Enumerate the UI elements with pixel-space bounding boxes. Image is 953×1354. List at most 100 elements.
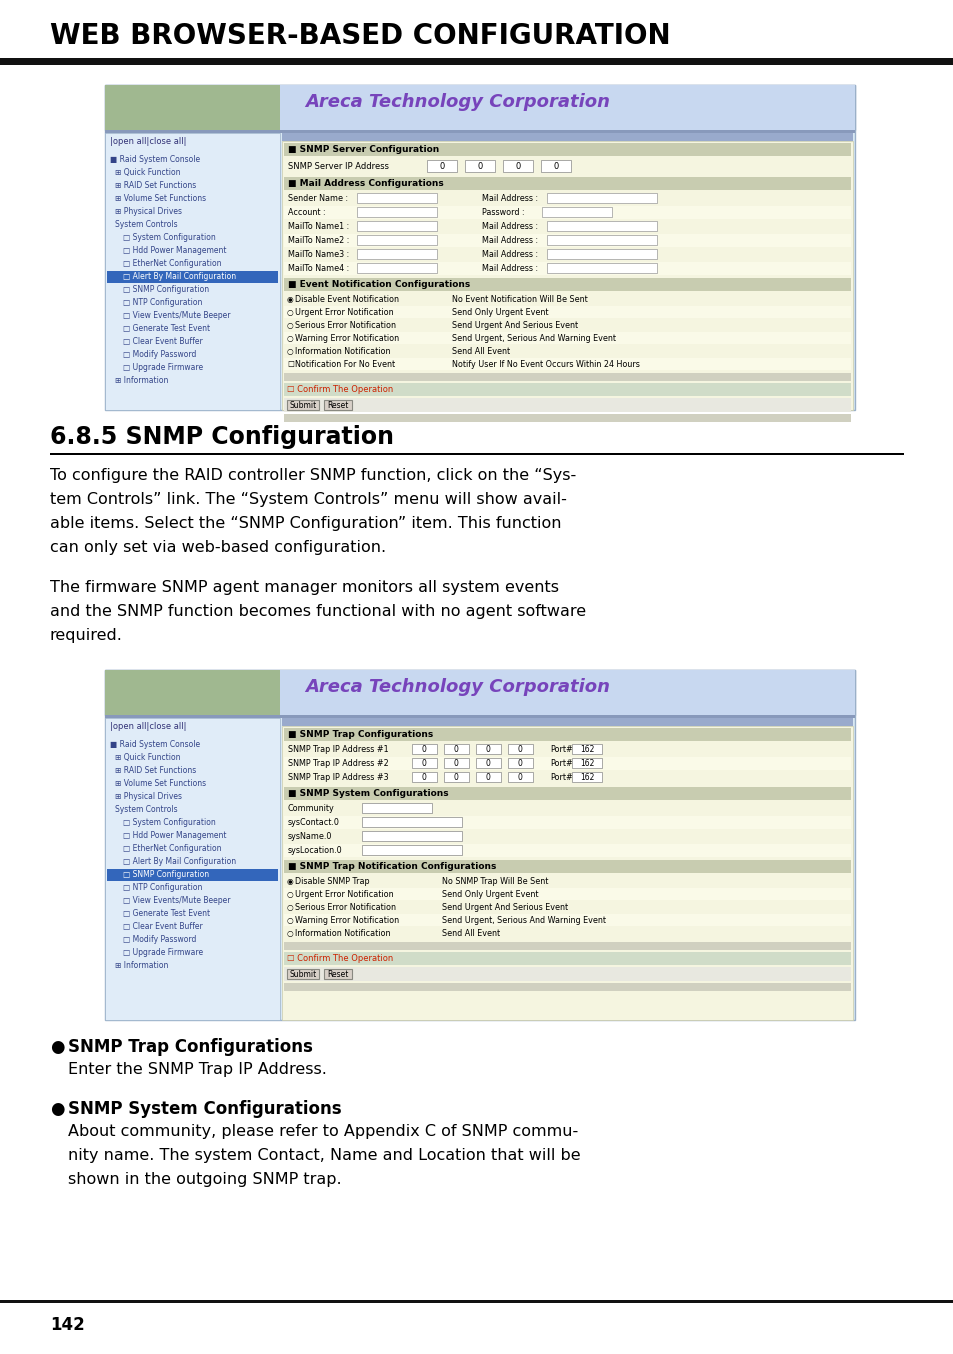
Text: SNMP System Configurations: SNMP System Configurations xyxy=(68,1099,341,1118)
Bar xyxy=(507,772,533,783)
Text: Send Only Urgent Event: Send Only Urgent Event xyxy=(441,890,537,899)
Bar xyxy=(412,772,436,783)
Bar xyxy=(284,234,850,246)
Text: 0: 0 xyxy=(421,760,426,768)
Bar xyxy=(572,772,601,783)
Text: □ Hdd Power Management: □ Hdd Power Management xyxy=(123,831,226,839)
Text: □ Alert By Mail Configuration: □ Alert By Mail Configuration xyxy=(123,272,236,282)
Text: Warning Error Notification: Warning Error Notification xyxy=(294,334,398,343)
Bar xyxy=(284,292,850,305)
Bar xyxy=(284,844,850,857)
Text: MailTo Name1 :: MailTo Name1 : xyxy=(288,222,349,232)
Bar xyxy=(284,144,850,156)
Bar xyxy=(105,133,280,410)
Text: 0: 0 xyxy=(453,745,458,754)
Bar xyxy=(412,743,436,754)
Text: ○: ○ xyxy=(287,890,294,899)
Text: 0: 0 xyxy=(421,773,426,783)
Text: MailTo Name2 :: MailTo Name2 : xyxy=(288,236,349,245)
Bar xyxy=(284,830,850,844)
Text: □ Upgrade Firmware: □ Upgrade Firmware xyxy=(123,363,203,372)
Bar xyxy=(284,192,850,204)
Bar xyxy=(284,177,850,190)
Bar xyxy=(0,1300,953,1303)
Text: Send Urgent And Serious Event: Send Urgent And Serious Event xyxy=(441,903,568,913)
Text: Account :: Account : xyxy=(288,209,325,217)
Text: sysContact.0: sysContact.0 xyxy=(288,818,339,827)
Bar xyxy=(502,160,533,172)
Text: 0: 0 xyxy=(515,162,520,171)
Bar xyxy=(284,942,850,951)
Bar xyxy=(284,320,850,330)
Text: ■ Event Notification Configurations: ■ Event Notification Configurations xyxy=(288,280,470,288)
Text: 0: 0 xyxy=(517,760,522,768)
Bar xyxy=(443,743,469,754)
Bar xyxy=(282,133,852,141)
Text: □ EtherNet Configuration: □ EtherNet Configuration xyxy=(123,259,221,268)
Bar xyxy=(356,249,436,259)
Text: ○: ○ xyxy=(287,347,294,356)
Text: □ Modify Password: □ Modify Password xyxy=(123,349,196,359)
Bar xyxy=(356,194,436,203)
Text: 142: 142 xyxy=(50,1316,85,1334)
Text: 0: 0 xyxy=(453,773,458,783)
Bar xyxy=(284,263,850,275)
Text: ☐: ☐ xyxy=(287,360,294,370)
Text: About community, please refer to Appendix C of SNMP commu-: About community, please refer to Appendi… xyxy=(68,1124,578,1139)
Text: SNMP Trap IP Address #1: SNMP Trap IP Address #1 xyxy=(288,745,388,754)
Text: □ Clear Event Buffer: □ Clear Event Buffer xyxy=(123,337,203,347)
Bar xyxy=(284,743,850,756)
Text: ●: ● xyxy=(50,1099,65,1118)
Text: |open all|close all|: |open all|close all| xyxy=(110,137,186,146)
Text: Port#: Port# xyxy=(550,760,572,768)
Bar xyxy=(107,869,277,881)
Text: ■ SNMP Server Configuration: ■ SNMP Server Configuration xyxy=(288,145,438,154)
Bar xyxy=(284,357,850,370)
Text: ☐ Confirm The Operation: ☐ Confirm The Operation xyxy=(287,385,393,394)
Text: ⊞ Quick Function: ⊞ Quick Function xyxy=(115,753,180,762)
Text: ⊞ RAID Set Functions: ⊞ RAID Set Functions xyxy=(115,766,196,774)
Text: No SNMP Trap Will Be Sent: No SNMP Trap Will Be Sent xyxy=(441,877,548,886)
Bar xyxy=(50,454,903,455)
Text: WEB BROWSER-BASED CONFIGURATION: WEB BROWSER-BASED CONFIGURATION xyxy=(50,22,670,50)
Bar xyxy=(284,860,850,873)
Text: □ Generate Test Event: □ Generate Test Event xyxy=(123,324,210,333)
Text: ●: ● xyxy=(50,1039,65,1056)
Bar xyxy=(107,271,277,283)
Bar xyxy=(464,160,495,172)
Bar xyxy=(284,900,850,913)
Text: Warning Error Notification: Warning Error Notification xyxy=(294,917,398,925)
Text: □ Alert By Mail Configuration: □ Alert By Mail Configuration xyxy=(123,857,236,867)
Bar xyxy=(361,816,461,827)
Bar xyxy=(443,772,469,783)
Text: Disable Event Notification: Disable Event Notification xyxy=(294,295,398,305)
Bar xyxy=(356,207,436,217)
Text: System Controls: System Controls xyxy=(115,806,177,814)
Text: Mail Address :: Mail Address : xyxy=(481,222,537,232)
Text: Notify User If No Event Occurs Within 24 Hours: Notify User If No Event Occurs Within 24… xyxy=(452,360,639,370)
Text: □ Modify Password: □ Modify Password xyxy=(123,936,196,944)
Bar xyxy=(284,728,850,741)
Text: Sender Name :: Sender Name : xyxy=(288,194,348,203)
Bar xyxy=(476,772,500,783)
Bar xyxy=(0,58,953,65)
Text: Serious Error Notification: Serious Error Notification xyxy=(294,903,395,913)
Bar xyxy=(546,236,657,245)
Bar xyxy=(105,670,854,1020)
Bar xyxy=(105,718,280,1020)
Text: Community: Community xyxy=(288,804,335,812)
Text: ○: ○ xyxy=(287,334,294,343)
Bar xyxy=(284,875,850,887)
Text: Send Urgent And Serious Event: Send Urgent And Serious Event xyxy=(452,321,578,330)
Bar xyxy=(324,399,352,410)
Text: 0: 0 xyxy=(476,162,482,171)
Bar xyxy=(361,803,432,812)
Text: ○: ○ xyxy=(287,903,294,913)
Text: □ Clear Event Buffer: □ Clear Event Buffer xyxy=(123,922,203,932)
Text: Notification For No Event: Notification For No Event xyxy=(294,360,395,370)
Text: tem Controls” link. The “System Controls” menu will show avail-: tem Controls” link. The “System Controls… xyxy=(50,492,566,506)
Bar xyxy=(105,715,854,718)
Bar xyxy=(284,888,850,900)
Text: Mail Address :: Mail Address : xyxy=(481,236,537,245)
Bar xyxy=(284,332,850,344)
